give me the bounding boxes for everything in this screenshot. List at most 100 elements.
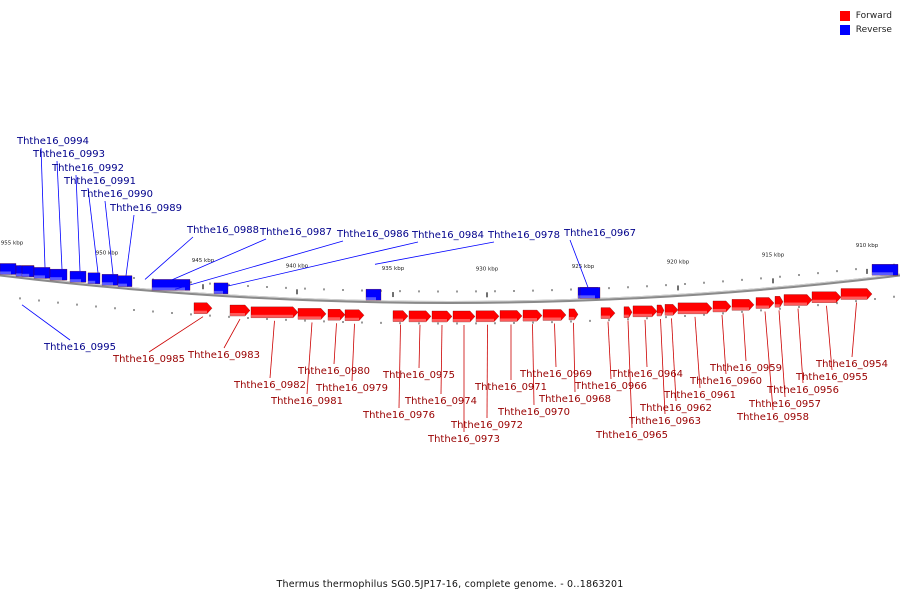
reverse-gene-arrow[interactable] [49,269,68,281]
reverse-gene-label[interactable]: Ththe16_0992 [51,163,124,174]
forward-gene-arrow[interactable] [297,308,327,320]
forward-gene-arrow[interactable] [811,291,842,303]
forward-gene-label[interactable]: Ththe16_0979 [315,383,388,394]
reverse-gene-arrow[interactable] [117,275,133,287]
forward-gene-label[interactable]: Ththe16_0972 [450,420,523,431]
forward-gene-label[interactable]: Ththe16_0971 [474,382,547,393]
gene-arrow-shade [194,310,207,314]
reverse-gene-label[interactable]: Ththe16_0984 [411,230,484,241]
forward-gene-label[interactable]: Ththe16_0955 [795,372,868,383]
forward-gene-label[interactable]: Ththe16_0970 [497,407,570,418]
forward-gene-arrow[interactable] [664,304,679,316]
forward-gene-label[interactable]: Ththe16_0973 [427,434,500,445]
forward-gene-label[interactable]: Ththe16_0957 [748,399,821,410]
forward-gene-label[interactable]: Ththe16_0985 [112,354,185,365]
forward-gene-label[interactable]: Ththe16_0981 [270,396,343,407]
axis-tick-label: 925 kbp [572,264,595,270]
gene-label-leader [174,240,344,290]
axis-tick-label: 950 kbp [96,251,119,257]
axis-tick-label: 915 kbp [762,252,785,258]
forward-gene-label[interactable]: Ththe16_0975 [382,370,455,381]
reverse-gene-label[interactable]: Ththe16_0987 [259,227,332,238]
forward-gene-arrow[interactable] [193,302,213,314]
forward-gene-label[interactable]: Ththe16_0969 [519,369,592,380]
forward-gene-label[interactable]: Ththe16_0962 [639,403,712,414]
forward-gene-label[interactable]: Ththe16_0974 [404,396,477,407]
forward-gene-arrow[interactable] [499,310,523,322]
reverse-gene-arrow[interactable] [69,271,87,283]
forward-gene-arrow[interactable] [731,299,755,311]
forward-gene-arrow[interactable] [623,306,633,318]
forward-gene-arrow[interactable] [783,294,813,306]
gene-label-leader [851,302,857,358]
reverse-gene-label[interactable]: Ththe16_0990 [80,189,153,200]
reverse-gene-label[interactable]: Ththe16_0993 [32,149,105,160]
forward-gene-arrow[interactable] [677,302,713,314]
forward-gene-label[interactable]: Ththe16_0968 [538,394,611,405]
forward-gene-arrow[interactable] [229,304,251,317]
forward-gene-label[interactable]: Ththe16_0961 [663,390,736,401]
gene-arrow-shade [230,313,245,317]
forward-gene-label[interactable]: Ththe16_0954 [815,359,888,370]
forward-gene-label[interactable]: Ththe16_0964 [610,369,683,380]
reverse-gene-label[interactable]: Ththe16_0967 [563,228,636,239]
forward-gene-label[interactable]: Ththe16_0960 [689,376,762,387]
reverse-gene-arrow[interactable] [87,272,101,284]
gene-arrow-shade [732,307,749,311]
forward-gene-arrow[interactable] [344,309,365,321]
reverse-gene-label[interactable]: Ththe16_0994 [16,136,89,147]
reverse-gene-label[interactable]: Ththe16_0986 [336,229,409,240]
forward-gene-arrow[interactable] [522,309,543,322]
gene-arrow-shade [393,318,403,322]
forward-gene-arrow[interactable] [568,308,579,321]
forward-gene-label[interactable]: Ththe16_0982 [233,380,306,391]
reverse-gene-label[interactable]: Ththe16_0978 [487,230,560,241]
forward-gene-label[interactable]: Ththe16_0966 [574,381,647,392]
reverse-gene-label[interactable]: Ththe16_0989 [109,203,182,214]
gene-arrow-shade [580,295,595,299]
forward-gene-label[interactable]: Ththe16_0959 [709,363,782,374]
forward-gene-arrow[interactable] [656,304,665,317]
reverse-gene-label[interactable]: Ththe16_0995 [43,342,116,353]
reverse-gene-arrow[interactable] [579,287,601,299]
forward-gene-arrow[interactable] [475,310,500,322]
reverse-gene-label[interactable]: Ththe16_0988 [186,225,259,236]
gene-label-leader [148,316,204,353]
forward-gene-arrow[interactable] [408,310,432,323]
forward-gene-arrow[interactable] [755,297,775,309]
forward-gene-arrow[interactable] [712,300,732,313]
axis-tick-label: 935 kbp [382,266,405,272]
genome-caption: Thermus thermophilus SG0.5JP17-16, compl… [276,579,624,590]
forward-gene-arrow[interactable] [452,310,476,323]
gene-arrow-shade [523,318,537,322]
forward-gene-arrow[interactable] [632,305,658,317]
forward-gene-arrow[interactable] [600,307,616,319]
forward-gene-label[interactable]: Ththe16_0976 [362,410,435,421]
forward-gene-arrow[interactable] [250,306,299,318]
forward-gene-arrow[interactable] [774,296,784,308]
forward-gene-arrow[interactable] [327,309,346,321]
forward-gene-arrow[interactable] [431,310,453,323]
forward-gene-label[interactable]: Ththe16_0963 [628,416,701,427]
forward-gene-arrow[interactable] [392,310,409,322]
forward-gene-label[interactable]: Ththe16_0983 [187,350,260,361]
reverse-gene-label[interactable]: Ththe16_0991 [63,176,136,187]
forward-gene-arrow[interactable] [840,288,873,300]
forward-gene-label[interactable]: Ththe16_0956 [766,385,839,396]
gene-label-leader [398,324,401,409]
forward-gene-label[interactable]: Ththe16_0965 [595,430,668,441]
forward-gene-label[interactable]: Ththe16_0958 [736,412,809,423]
forward-gene-label[interactable]: Ththe16_0980 [297,366,370,377]
gene-label-leader [306,322,313,395]
reverse-gene-arrow[interactable] [871,264,899,276]
gene-arrow-shade [366,297,376,301]
gene-arrow-shade [88,280,96,284]
legend-swatch-forward [839,11,850,21]
axis-tick-label: 940 kbp [286,263,309,269]
reverse-gene-arrow[interactable] [213,282,229,295]
reverse-gene-arrow[interactable] [365,289,382,301]
gene-arrow-shade [102,282,113,286]
forward-gene-arrow[interactable] [542,309,567,321]
